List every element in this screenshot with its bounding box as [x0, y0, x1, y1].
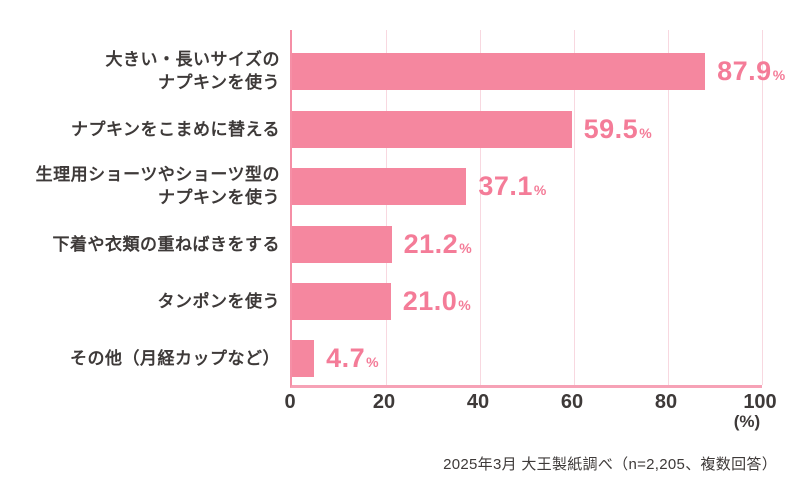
category-label: 下着や衣類の重ねばきをする [52, 234, 280, 254]
plot-area: 87.9% 59.5% 37.1% 21.2% 21.0% [290, 30, 785, 388]
x-axis-unit-label: (%) [733, 412, 761, 431]
category-labels-column: 大きい・長いサイズの ナプキンを使う ナプキンをこまめに替える 生理用ショーツや… [0, 30, 282, 385]
percent-sign: % [459, 240, 472, 256]
percent-sign: % [639, 125, 652, 141]
value-label: 87.9% [717, 58, 785, 85]
percent-sign: % [772, 67, 786, 83]
percent-sign: % [533, 182, 547, 198]
x-tick-label: 60 [560, 391, 584, 413]
bar [292, 340, 315, 377]
x-tick-label: 100 [743, 391, 777, 413]
category-label: 大きい・長いサイズの ナプキンを使う [105, 50, 280, 92]
value-label: 59.5% [584, 116, 652, 143]
value-number: 21.2 [403, 229, 459, 259]
x-tick-label: 20 [372, 391, 396, 413]
bar [292, 168, 467, 205]
value-number: 4.7 [326, 343, 366, 373]
x-axis: 0 20 40 60 80 100 [284, 391, 776, 415]
bar-row: 21.2% [292, 226, 762, 263]
x-tick-label: 80 [654, 391, 678, 413]
bar-row: 37.1% [292, 168, 762, 205]
category-label: ナプキンをこまめに替える [71, 119, 280, 139]
value-number: 37.1 [478, 171, 533, 201]
value-label: 21.2% [404, 231, 472, 258]
bar [292, 111, 572, 148]
bar [292, 226, 392, 263]
x-tick-label: 40 [466, 391, 490, 413]
bar-row: 21.0% [292, 283, 762, 320]
value-number: 21.0 [402, 286, 458, 316]
value-number: 87.9 [717, 56, 772, 86]
percent-sign: % [366, 354, 379, 370]
value-label: 21.0% [403, 288, 471, 315]
source-note: 2025年3月 大王製紙調べ（n=2,205、複数回答） [443, 456, 777, 473]
bar [292, 283, 391, 320]
value-label: 4.7% [326, 345, 379, 372]
category-label: その他（月経カップなど） [70, 348, 280, 368]
x-tick-label: 0 [284, 391, 296, 413]
bar-row: 4.7% [292, 340, 762, 377]
gridline [386, 30, 387, 385]
bar-row: 59.5% [292, 111, 762, 148]
category-label: 生理用ショーツやショーツ型の ナプキンを使う [35, 165, 280, 207]
bar [292, 53, 706, 90]
gridline [574, 30, 575, 385]
gridline [762, 30, 763, 385]
category-label: タンポンを使う [157, 291, 280, 311]
value-number: 59.5 [583, 114, 639, 144]
value-label: 37.1% [478, 173, 546, 200]
gridline [668, 30, 669, 385]
percent-sign: % [458, 297, 471, 313]
bar-row: 87.9% [292, 53, 785, 90]
gridline [480, 30, 481, 385]
